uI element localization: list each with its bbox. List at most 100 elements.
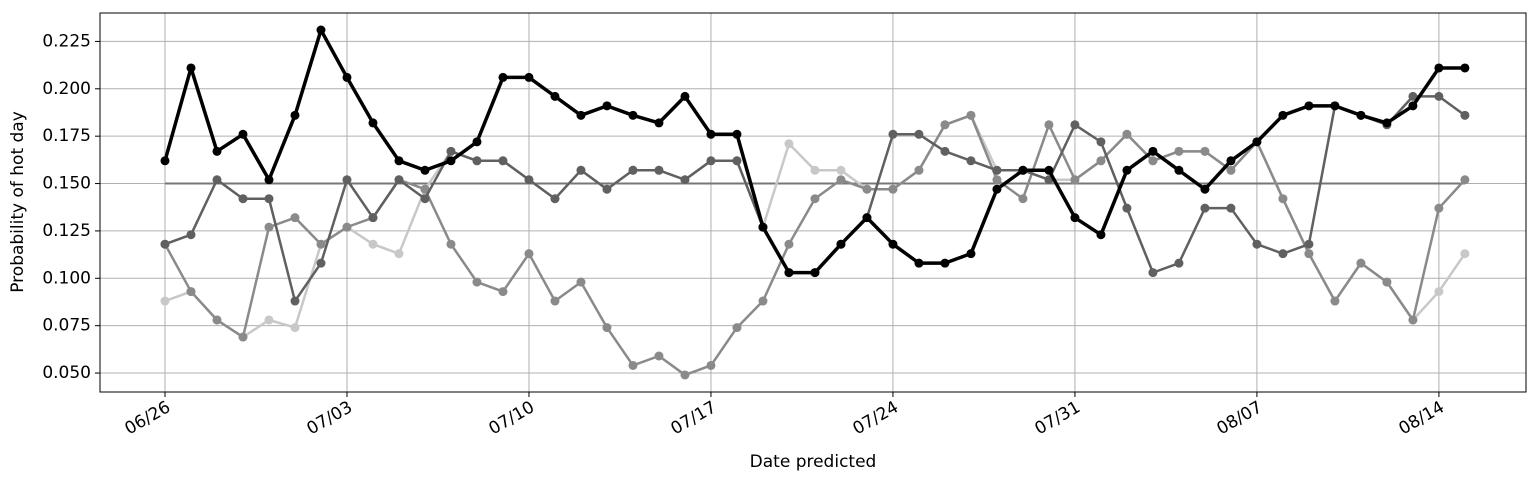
data-point bbox=[1200, 146, 1210, 156]
data-point bbox=[680, 91, 690, 101]
data-point bbox=[1174, 258, 1184, 268]
data-point bbox=[1174, 146, 1184, 156]
data-point bbox=[186, 287, 196, 297]
data-point bbox=[186, 63, 196, 73]
data-point bbox=[706, 129, 716, 139]
data-point bbox=[940, 120, 950, 130]
data-point bbox=[1122, 165, 1132, 175]
data-point bbox=[1434, 203, 1444, 213]
data-point bbox=[628, 165, 638, 175]
data-point bbox=[160, 239, 170, 249]
data-point bbox=[654, 118, 664, 128]
data-point bbox=[524, 72, 534, 82]
data-point bbox=[758, 296, 768, 306]
y-tick-label: 0.050 bbox=[42, 363, 91, 383]
data-point bbox=[1460, 63, 1470, 73]
data-point bbox=[1122, 203, 1132, 213]
data-point bbox=[966, 110, 976, 120]
x-tick-label: 07/10 bbox=[486, 397, 538, 439]
data-point bbox=[576, 110, 586, 120]
data-point bbox=[420, 165, 430, 175]
x-tick-label: 08/14 bbox=[1395, 397, 1447, 439]
data-point bbox=[732, 129, 742, 139]
data-point bbox=[342, 72, 352, 82]
data-point bbox=[524, 175, 534, 185]
data-point bbox=[1460, 175, 1470, 185]
data-point bbox=[1252, 137, 1262, 147]
data-point bbox=[524, 249, 534, 259]
data-point bbox=[498, 287, 508, 297]
data-point bbox=[862, 213, 872, 223]
data-point bbox=[1148, 268, 1158, 278]
y-tick-label: 0.200 bbox=[42, 79, 91, 99]
data-point bbox=[914, 165, 924, 175]
series-line bbox=[163, 114, 1466, 377]
data-point bbox=[420, 194, 430, 204]
y-tick-label: 0.100 bbox=[42, 268, 91, 288]
data-point bbox=[472, 156, 482, 166]
data-point bbox=[1044, 120, 1054, 130]
data-point bbox=[1174, 165, 1184, 175]
y-axis-title: Probability of hot day bbox=[8, 111, 28, 293]
plot-frame bbox=[99, 12, 1527, 393]
data-point bbox=[316, 25, 326, 35]
data-point bbox=[394, 249, 404, 259]
data-point bbox=[550, 91, 560, 101]
data-point bbox=[1356, 110, 1366, 120]
data-point bbox=[576, 165, 586, 175]
data-point bbox=[212, 146, 222, 156]
data-point bbox=[264, 315, 274, 325]
data-point bbox=[992, 184, 1002, 194]
data-point bbox=[680, 175, 690, 185]
data-point bbox=[446, 146, 456, 156]
data-point bbox=[550, 296, 560, 306]
data-point bbox=[1278, 110, 1288, 120]
data-point bbox=[914, 129, 924, 139]
data-point bbox=[888, 239, 898, 249]
data-point bbox=[836, 175, 846, 185]
data-point bbox=[1200, 184, 1210, 194]
data-point bbox=[498, 156, 508, 166]
data-point bbox=[316, 258, 326, 268]
data-point bbox=[1200, 203, 1210, 213]
data-point bbox=[966, 156, 976, 166]
data-point bbox=[1096, 137, 1106, 147]
data-point bbox=[1278, 194, 1288, 204]
data-point bbox=[1304, 239, 1314, 249]
data-point bbox=[836, 165, 846, 175]
data-point bbox=[602, 184, 612, 194]
data-point bbox=[290, 110, 300, 120]
data-point bbox=[1434, 91, 1444, 101]
data-point bbox=[1408, 101, 1418, 111]
data-point bbox=[1044, 165, 1054, 175]
data-point bbox=[238, 332, 248, 342]
data-point bbox=[680, 370, 690, 380]
data-point bbox=[1382, 277, 1392, 287]
data-point bbox=[602, 101, 612, 111]
y-tick-label: 0.225 bbox=[42, 31, 91, 51]
data-point bbox=[576, 277, 586, 287]
data-point bbox=[810, 268, 820, 278]
data-point bbox=[264, 222, 274, 232]
data-point bbox=[1226, 165, 1236, 175]
data-point bbox=[1018, 194, 1028, 204]
data-point bbox=[1252, 239, 1262, 249]
data-point bbox=[732, 156, 742, 166]
data-point bbox=[212, 315, 222, 325]
data-point bbox=[784, 239, 794, 249]
data-point bbox=[498, 72, 508, 82]
x-tick-label: 07/03 bbox=[304, 397, 356, 439]
data-point bbox=[212, 175, 222, 185]
data-point bbox=[1408, 315, 1418, 325]
data-point bbox=[472, 137, 482, 147]
data-point bbox=[394, 156, 404, 166]
data-point bbox=[1460, 249, 1470, 259]
data-point bbox=[264, 175, 274, 185]
data-point bbox=[342, 222, 352, 232]
data-point bbox=[1070, 213, 1080, 223]
data-point bbox=[264, 194, 274, 204]
data-point bbox=[1434, 63, 1444, 73]
data-point bbox=[940, 146, 950, 156]
data-point bbox=[1304, 101, 1314, 111]
